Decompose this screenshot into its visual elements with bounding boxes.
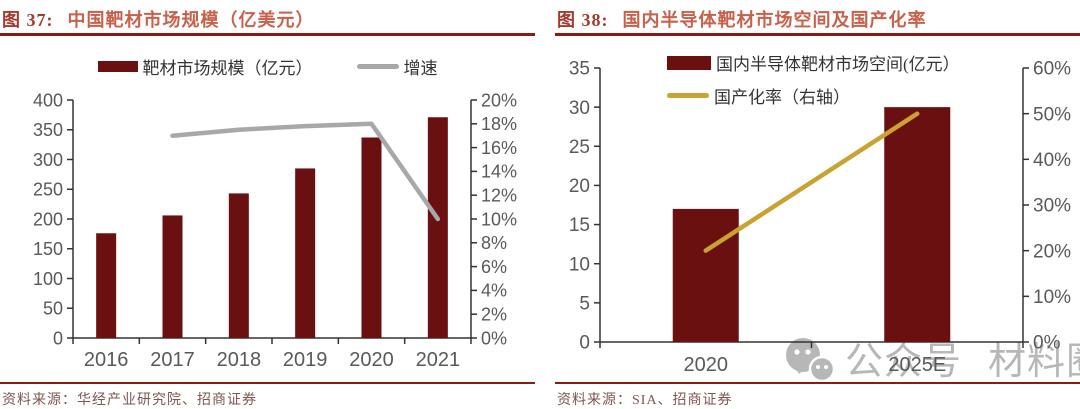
right-axis-label: 30% xyxy=(1033,196,1071,217)
left-axis-label: 400 xyxy=(33,90,63,110)
right-axis-label: 10% xyxy=(481,209,517,229)
right-axis-label: 14% xyxy=(481,162,517,182)
line-swatch xyxy=(356,64,399,69)
left-axis-label: 35 xyxy=(569,59,590,80)
right-axis-label: 4% xyxy=(481,281,507,301)
left-axis-label: 5 xyxy=(579,294,590,315)
left-axis-label: 250 xyxy=(33,180,63,200)
right-axis-label: 18% xyxy=(481,114,517,134)
figure-37-label: 图 37: xyxy=(2,10,54,30)
bar-2018 xyxy=(228,193,249,338)
left-axis-label: 350 xyxy=(33,120,63,140)
left-axis-label: 20 xyxy=(569,176,590,197)
wechat-watermark: 公众号 材料圈 xyxy=(785,336,1080,388)
right-axis-label: 60% xyxy=(1033,59,1071,80)
legend-item: 增速 xyxy=(356,54,438,79)
bar-2025E xyxy=(884,107,951,343)
bar-swatch xyxy=(667,55,711,70)
series-line xyxy=(703,111,920,253)
legend-item: 国产化率（右轴） xyxy=(667,83,850,108)
figure-38-legend: 国内半导体靶材市场空间(亿元） 国产化率（右轴） xyxy=(667,50,960,108)
right-axis-label: 20% xyxy=(1033,241,1071,262)
bar-2017 xyxy=(162,215,183,338)
x-axis-label: 2020 xyxy=(349,349,394,371)
figure-37-title: 图 37: 中国靶材市场规模（亿美元） xyxy=(0,0,535,36)
bar-2021 xyxy=(427,117,448,338)
legend-item: 靶材市场规模（亿元） xyxy=(97,54,313,79)
left-axis-label: 50 xyxy=(43,299,63,319)
figure-37-source-note: 资料来源：华经产业研究院、招商证券 xyxy=(0,382,535,409)
figure-38-source-note: 资料来源：SIA、招商证券 xyxy=(555,382,1080,409)
watermark-text-cailiaoquan: 材料圈 xyxy=(988,341,1080,383)
legend-label: 增速 xyxy=(403,59,438,78)
right-axis-label: 0% xyxy=(481,328,507,348)
legend-label: 国内半导体靶材市场空间(亿元） xyxy=(716,55,960,74)
x-axis-label: 2018 xyxy=(217,349,262,371)
figure-38-source-text: 资料来源：SIA、招商证券 xyxy=(557,393,733,408)
x-axis-label: 2021 xyxy=(416,349,461,371)
legend-label: 国产化率（右轴） xyxy=(714,88,850,107)
right-axis-label: 6% xyxy=(481,257,507,277)
x-axis-label: 2017 xyxy=(150,349,195,371)
figure-37-title-text: 中国靶材市场规模（亿美元） xyxy=(67,10,315,30)
legend-label: 靶材市场规模（亿元） xyxy=(142,59,313,78)
figure-37-panel: 图 37: 中国靶材市场规模（亿美元） 靶材市场规模（亿元） 增速 0 50 100 15… xyxy=(0,0,535,409)
bar-2020 xyxy=(672,208,739,342)
right-axis-label: 50% xyxy=(1033,104,1071,125)
right-axis-label: 16% xyxy=(481,138,517,158)
figure-37-legend: 靶材市场规模（亿元） 增速 xyxy=(0,54,535,79)
legend-item: 国内半导体靶材市场空间(亿元） xyxy=(667,50,960,75)
figure-38-title-text: 国内半导体靶材市场空间及国产化率 xyxy=(622,10,927,30)
left-axis-label: 0 xyxy=(579,333,590,354)
bar-2019 xyxy=(295,168,316,338)
bar-swatch xyxy=(97,61,138,72)
figure-37-source-text: 资料来源：华经产业研究院、招商证券 xyxy=(2,393,257,408)
bar-2020 xyxy=(361,137,382,338)
figure-38-chart-canvas: 0 5 10 15 20 25 30 35 0% 10% 20% 30% 40% 50% 60% 2020 20… xyxy=(569,59,1071,376)
line-swatch xyxy=(667,93,709,98)
right-axis-label: 10% xyxy=(1033,287,1071,308)
left-axis-label: 25 xyxy=(569,137,590,158)
right-axis-label: 2% xyxy=(481,305,507,325)
right-axis-label: 12% xyxy=(481,186,517,206)
left-axis-label: 0 xyxy=(53,328,63,348)
left-axis-label: 100 xyxy=(33,269,63,289)
left-axis-label: 150 xyxy=(33,239,63,259)
left-axis-label: 200 xyxy=(33,209,63,229)
figure-38-title: 图 38: 国内半导体靶材市场空间及国产化率 xyxy=(555,0,1080,36)
right-axis-label: 8% xyxy=(481,233,507,253)
right-axis-label: 20% xyxy=(481,90,517,110)
left-axis-label: 15 xyxy=(569,215,590,236)
left-axis-label: 10 xyxy=(569,254,590,275)
figure-38-label: 图 38: xyxy=(557,10,609,30)
left-axis-label: 30 xyxy=(569,98,590,119)
x-axis-label: 2020 xyxy=(684,354,729,376)
right-axis-label: 40% xyxy=(1033,150,1071,171)
x-axis-label: 2016 xyxy=(84,349,129,371)
right-axis-label: 0% xyxy=(1033,333,1061,354)
series-line xyxy=(170,121,441,222)
figure-38-panel: 图 38: 国内半导体靶材市场空间及国产化率 国内半导体靶材市场空间(亿元） 国产化… xyxy=(555,0,1080,409)
watermark-text-gongzhonghao: 公众号 xyxy=(845,341,963,383)
bar-2016 xyxy=(96,233,117,338)
x-axis-label: 2025E xyxy=(888,354,946,376)
x-axis-label: 2019 xyxy=(283,349,328,371)
left-axis-label: 300 xyxy=(33,150,63,170)
figure-37-chart-canvas: 0 50 100 150 200 250 300 350 400 0% 2% 4% 6% 8% 10% 12%… xyxy=(33,90,517,371)
